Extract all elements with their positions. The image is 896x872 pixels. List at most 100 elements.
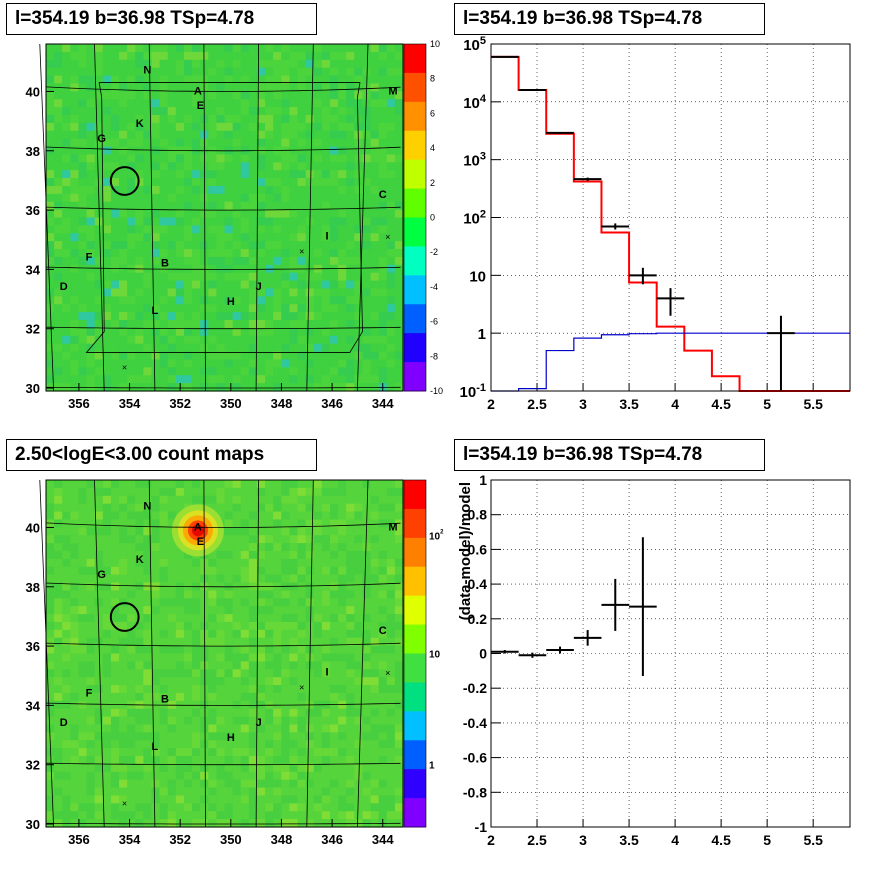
map-pixel [362, 637, 372, 647]
map-pixel [143, 75, 153, 85]
map-pixel [127, 249, 136, 258]
map-pixel [394, 621, 404, 631]
map-pixel [362, 724, 372, 733]
map-pixel [346, 91, 355, 100]
map-pixel [183, 495, 193, 505]
map-pixel [62, 201, 71, 211]
map-pixel [362, 558, 372, 568]
map-pixel [159, 75, 169, 85]
map-pixel [338, 558, 347, 568]
map-pixel [135, 756, 144, 765]
map-pixel [78, 590, 88, 599]
map-pixel [135, 748, 144, 757]
map-pixel [329, 193, 339, 203]
map-pixel [86, 138, 96, 148]
map-pixel [370, 748, 380, 757]
map-pixel [224, 732, 234, 741]
map-pixel [378, 280, 388, 290]
map-pixel [127, 708, 136, 718]
map-pixel [86, 748, 96, 757]
map-pixel [321, 146, 331, 156]
map-pixel [46, 779, 55, 789]
map-pixel [78, 637, 88, 647]
map-pixel [119, 320, 128, 329]
map-pixel [46, 367, 55, 376]
map-pixel [362, 296, 372, 305]
map-pixel [256, 201, 266, 211]
map-pixel [94, 519, 104, 528]
map-pixel [54, 543, 63, 552]
map-pixel [370, 83, 380, 92]
map-pixel [338, 343, 347, 353]
map-pixel [159, 225, 169, 234]
latitude-line [45, 522, 401, 528]
map-pixel [159, 661, 169, 670]
map-pixel [346, 122, 355, 132]
map-pixel [305, 550, 315, 560]
map-pixel [151, 312, 161, 321]
map-pixel [119, 193, 128, 203]
map-pixel [167, 209, 177, 219]
map-pixel [54, 590, 63, 599]
map-pixel [143, 669, 153, 678]
map-pixel [394, 645, 404, 655]
map-pixel [265, 677, 274, 686]
map-pixel [321, 732, 331, 741]
residual-fraction-panel: 2 2.5 3 3.5 4 4.5 5 5.5-1-0.8-0.6-0.4-0.200.20.… [457, 472, 851, 848]
map-pixel [329, 614, 339, 623]
map-pixel [273, 503, 282, 513]
map-pixel [378, 480, 388, 489]
map-pixel [119, 495, 128, 505]
map-pixel [78, 487, 88, 497]
map-pixel [175, 201, 185, 211]
map-pixel [70, 740, 80, 749]
map-pixel [256, 590, 266, 599]
map-pixel [370, 535, 380, 544]
map-pixel [54, 178, 63, 187]
map-pixel [216, 288, 226, 297]
map-pixel [256, 99, 266, 108]
map-pixel [256, 550, 266, 560]
map-pixel [232, 343, 242, 353]
map-pixel [143, 209, 153, 219]
map-pixel [248, 621, 258, 631]
map-pixel [256, 669, 266, 678]
map-pixel [110, 130, 120, 140]
colorbar-band [404, 362, 426, 392]
map-pixel [362, 193, 372, 203]
map-pixel [110, 669, 120, 678]
map-pixel [216, 375, 226, 384]
map-pixel [62, 335, 71, 345]
map-pixel [378, 367, 388, 376]
map-pixel [151, 535, 161, 544]
map-pixel [370, 59, 380, 69]
map-pixel [305, 535, 315, 544]
map-pixel [151, 75, 161, 85]
map-pixel [216, 480, 226, 489]
map-pixel [256, 280, 266, 290]
map-pixel [86, 692, 96, 702]
map-pixel [370, 487, 380, 497]
map-pixel [386, 351, 396, 361]
map-pixel [135, 763, 144, 773]
map-pixel [46, 629, 55, 639]
map-pixel [102, 692, 112, 702]
map-pixel [232, 154, 242, 163]
map-pixel [102, 162, 112, 171]
map-pixel [289, 771, 299, 781]
map-pixel [256, 487, 266, 497]
map-pixel [175, 637, 185, 647]
map-pixel [354, 75, 364, 85]
map-pixel [216, 107, 226, 116]
map-pixel [281, 320, 291, 329]
map-pixel [192, 708, 201, 718]
map-pixel [70, 614, 80, 623]
map-pixel [159, 732, 169, 741]
colorbar-band [404, 624, 426, 654]
map-pixel [175, 803, 185, 812]
map-pixel [289, 487, 299, 497]
map-pixel [370, 779, 380, 789]
map-pixel [240, 598, 250, 607]
map-pixel [321, 225, 331, 234]
map-pixel [281, 288, 291, 297]
